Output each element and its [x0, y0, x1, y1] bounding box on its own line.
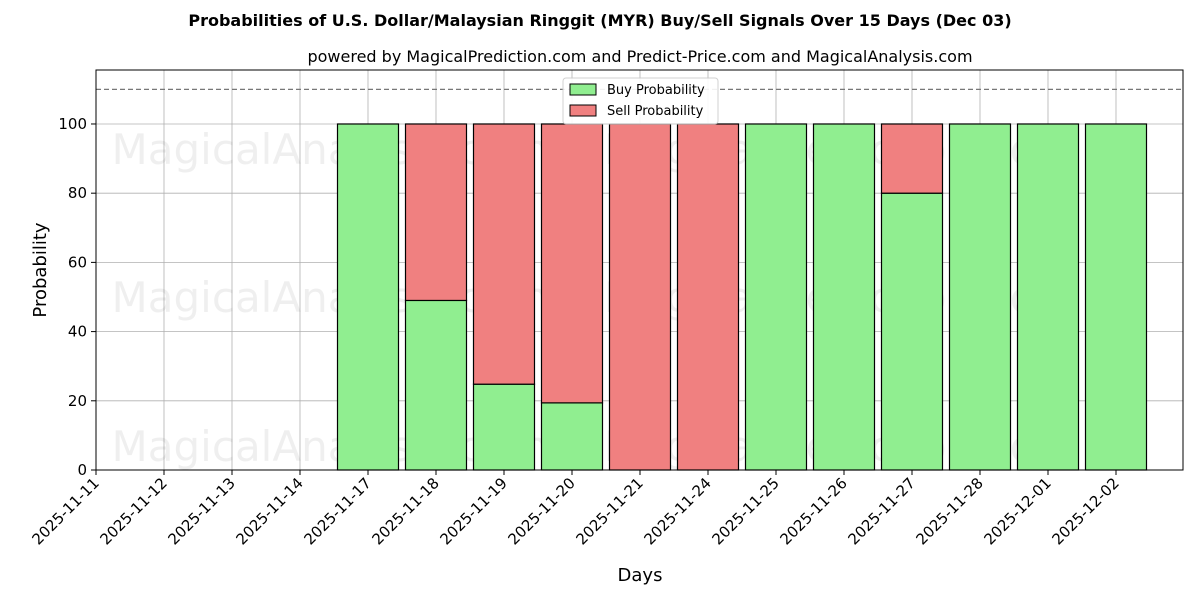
x-tick-label: 2025-11-17 [300, 474, 374, 548]
legend-label: Sell Probability [607, 104, 704, 119]
sell-bar [880, 123, 944, 194]
x-tick-label: 2025-11-21 [572, 474, 646, 548]
x-tick-label: 2025-12-02 [1048, 474, 1122, 548]
x-tick-label: 2025-11-28 [912, 474, 986, 548]
x-tick-label: 2025-11-12 [96, 474, 170, 548]
buy-bar [812, 123, 876, 471]
plot-frame [95, 69, 1184, 471]
x-tick-label: 2025-11-24 [640, 474, 714, 548]
y-tick-label: 100 [58, 115, 87, 133]
x-tick-label: 2025-11-19 [436, 474, 510, 548]
chart-subtitle: powered by MagicalPrediction.com and Pre… [307, 47, 972, 66]
legend-label: Buy Probability [607, 83, 705, 98]
y-tick-label: 60 [68, 253, 87, 271]
buy-bar [540, 402, 604, 471]
sell-bar [540, 123, 604, 404]
x-tick-label: 2025-11-11 [28, 474, 102, 548]
legend-box [562, 77, 719, 125]
sell-bar [676, 123, 740, 471]
chart-title: Probabilities of U.S. Dollar/Malaysian R… [188, 11, 1011, 30]
x-axis-label: Days [618, 565, 663, 586]
buy-bar [1084, 123, 1148, 471]
y-tick-label: 20 [68, 392, 87, 410]
x-tick-label: 2025-11-14 [232, 474, 306, 548]
x-tick-label: 2025-11-25 [708, 474, 782, 548]
y-tick-label: 40 [68, 323, 87, 341]
x-tick-label: 2025-11-18 [368, 474, 442, 548]
buy-bar [1016, 123, 1080, 471]
buy-bar [744, 123, 808, 471]
y-axis-label: Probability [30, 222, 51, 317]
sell-bar [608, 123, 672, 471]
sell-bar [404, 123, 468, 302]
x-tick-label: 2025-11-20 [504, 474, 578, 548]
buy-bar [948, 123, 1012, 471]
buy-bar [472, 383, 536, 471]
x-tick-label: 2025-11-26 [776, 474, 850, 548]
legend-buy-swatch [569, 83, 597, 96]
buy-bar [404, 299, 468, 471]
y-tick-label: 0 [77, 461, 87, 479]
x-tick-label: 2025-12-01 [980, 474, 1054, 548]
buy-bar [336, 123, 400, 471]
sell-bar [472, 123, 536, 385]
x-tick-label: 2025-11-27 [844, 474, 918, 548]
legend-sell-swatch [569, 104, 597, 117]
buy-bar [880, 192, 944, 471]
y-tick-label: 80 [68, 184, 87, 202]
x-tick-label: 2025-11-13 [164, 474, 238, 548]
